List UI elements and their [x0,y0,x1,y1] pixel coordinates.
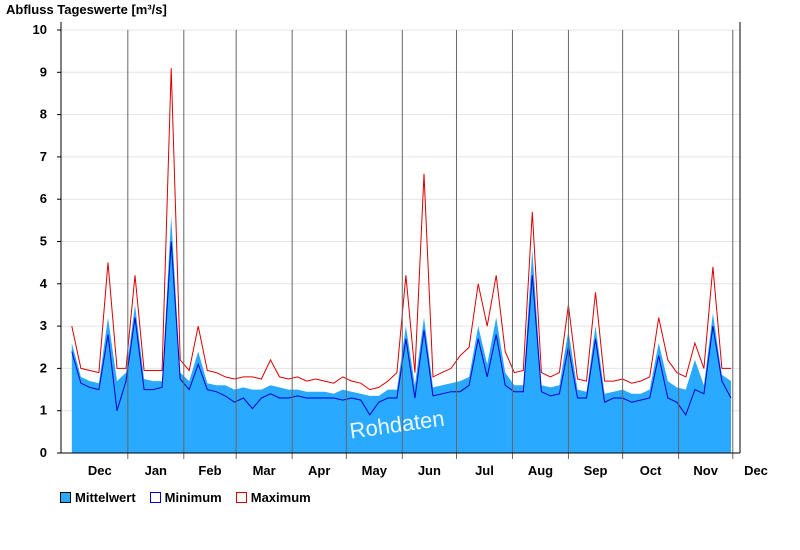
x-tick-label: Oct [640,463,662,478]
min-max-lines [71,68,732,416]
x-tick-label: Aug [528,463,553,478]
month-separators [127,30,734,459]
x-tick-label: May [362,463,388,478]
x-tick-label: Jul [475,463,494,478]
y-tick-label: 9 [40,64,47,79]
legend: Mittelwert Minimum Maximum [60,490,311,505]
tick-labels: 0 1 2 3 4 5 6 7 8 9 10 Dec Jan Feb Mar Apr May Jun Jul Aug S… [33,22,768,478]
x-tick-label: Dec [88,463,112,478]
x-tick-label: Apr [308,463,330,478]
y-tick-label: 3 [40,318,47,333]
chart-title: Abfluss Tageswerte [m³/s] [6,2,167,17]
x-tick-label: Mar [253,463,276,478]
axes [57,22,741,454]
legend-item-mean: Mittelwert [60,490,136,505]
legend-label-minimum: Minimum [164,490,222,505]
y-tick-label: 7 [40,149,47,164]
legend-swatch-mean [60,492,71,503]
y-tick-label: 10 [33,22,47,37]
legend-label-mean: Mittelwert [75,490,136,505]
y-tick-label: 6 [40,191,47,206]
legend-swatch-minimum [149,492,161,503]
legend-swatch-maximum [235,492,247,503]
y-tick-label: 2 [40,360,47,375]
y-tick-label: 8 [40,107,47,122]
legend-item-maximum: Maximum [235,490,311,505]
y-tick-label: 0 [40,445,47,460]
y-tick-label: 4 [40,276,48,291]
x-tick-label: Nov [693,463,718,478]
minimum-line [71,241,732,416]
x-tick-label: Dec [744,463,768,478]
y-tick-label: 1 [40,403,47,418]
x-tick-label: Sep [584,463,608,478]
x-tick-label: Jun [418,463,441,478]
legend-label-maximum: Maximum [250,490,311,505]
legend-item-minimum: Minimum [149,490,222,505]
y-tick-label: 5 [40,234,47,249]
x-tick-label: Feb [198,463,221,478]
x-tick-label: Jan [145,463,167,478]
maximum-line [71,68,731,391]
